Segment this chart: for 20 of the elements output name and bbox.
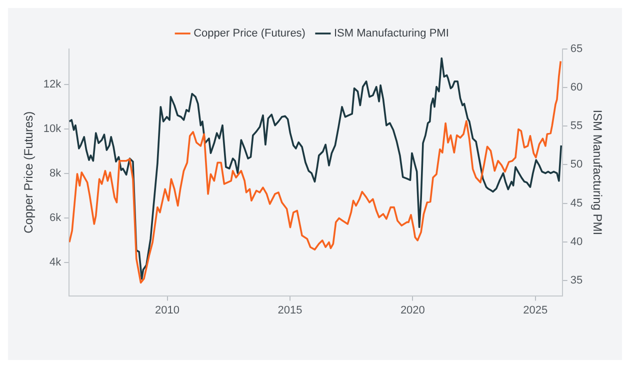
y2-tick-label: 60 (570, 82, 583, 94)
y2-tick-label: 35 (570, 274, 583, 286)
y2-tick-label: 40 (570, 236, 583, 248)
y-tick-label: 8k (50, 168, 62, 180)
y2-tick-label: 45 (570, 197, 583, 210)
y2-tick-label: 55 (570, 120, 583, 132)
x-tick-label: 2025 (523, 304, 548, 316)
y2-axis-title: ISM Manufacturing PMI (590, 110, 604, 236)
x-tick-label: 2010 (155, 304, 180, 316)
x-tick-label: 2020 (400, 304, 425, 316)
y-tick-label: 10k (43, 123, 62, 136)
y-tick-label: 6k (50, 212, 62, 224)
y-tick-label: 4k (50, 256, 62, 268)
y-tick-label: 12k (43, 78, 62, 91)
y2-tick-label: 50 (570, 158, 583, 171)
x-tick-label: 2015 (278, 304, 302, 316)
legend-label: ISM Manufacturing PMI (334, 28, 449, 40)
y2-tick-label: 65 (570, 43, 583, 56)
y-axis-title: Copper Price (Futures) (22, 111, 36, 234)
legend-label: Copper Price (Futures) (194, 28, 306, 40)
